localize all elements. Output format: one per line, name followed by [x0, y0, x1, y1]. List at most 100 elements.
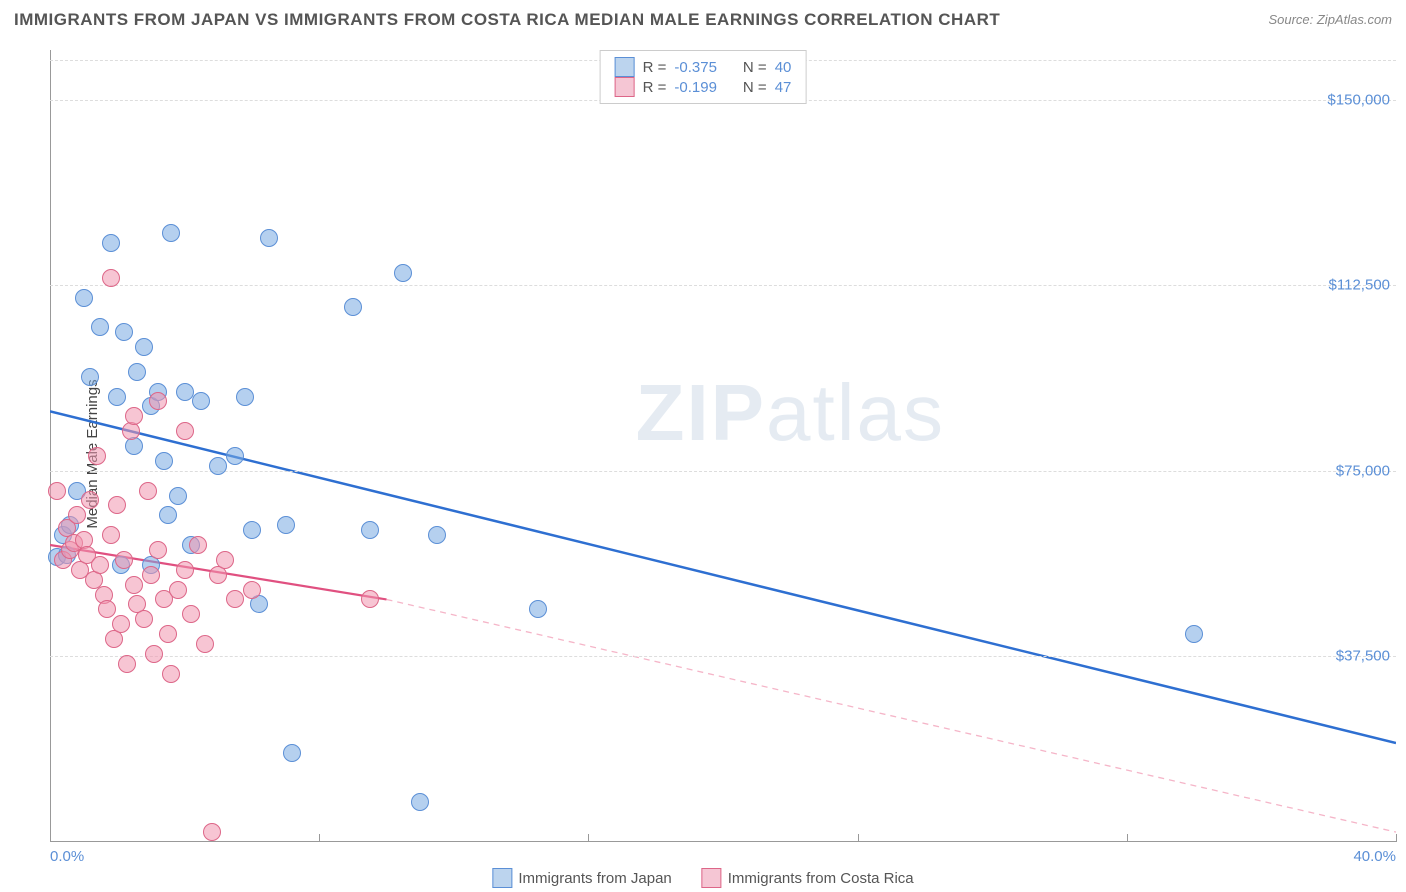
legend-row-costa_rica: R = -0.199 N = 47: [615, 77, 792, 97]
data-point-costa_rica: [91, 556, 109, 574]
data-point-costa_rica: [102, 526, 120, 544]
r-label: R =: [643, 59, 667, 76]
data-point-costa_rica: [102, 269, 120, 287]
data-point-japan: [81, 368, 99, 386]
data-point-japan: [115, 323, 133, 341]
data-point-costa_rica: [149, 541, 167, 559]
r-value: -0.375: [674, 59, 717, 76]
data-point-japan: [176, 383, 194, 401]
x-tick: [1127, 834, 1128, 842]
data-point-japan: [91, 318, 109, 336]
legend-swatch: [615, 57, 635, 77]
data-point-japan: [1185, 625, 1203, 643]
x-tick: [588, 834, 589, 842]
data-point-japan: [260, 229, 278, 247]
data-point-japan: [277, 516, 295, 534]
data-point-japan: [128, 363, 146, 381]
data-point-japan: [162, 224, 180, 242]
data-point-costa_rica: [176, 561, 194, 579]
data-point-japan: [394, 264, 412, 282]
data-point-costa_rica: [98, 600, 116, 618]
n-label: N =: [743, 79, 767, 96]
data-point-costa_rica: [88, 447, 106, 465]
data-point-japan: [344, 298, 362, 316]
data-point-costa_rica: [115, 551, 133, 569]
data-point-costa_rica: [145, 645, 163, 663]
legend-swatch: [615, 77, 635, 97]
data-point-japan: [411, 793, 429, 811]
data-point-costa_rica: [118, 655, 136, 673]
n-value: 47: [775, 79, 792, 96]
data-point-costa_rica: [125, 576, 143, 594]
y-tick-label: $112,500: [1329, 277, 1390, 294]
series-label: Immigrants from Japan: [518, 870, 671, 887]
data-point-costa_rica: [125, 407, 143, 425]
x-axis-min-label: 0.0%: [50, 848, 84, 865]
chart-container: IMMIGRANTS FROM JAPAN VS IMMIGRANTS FROM…: [0, 0, 1406, 892]
data-point-costa_rica: [226, 590, 244, 608]
data-point-japan: [155, 452, 173, 470]
data-point-costa_rica: [189, 536, 207, 554]
x-axis-line: [50, 841, 1396, 842]
data-point-japan: [75, 289, 93, 307]
data-point-japan: [135, 338, 153, 356]
y-tick-label: $37,500: [1336, 648, 1390, 665]
data-point-costa_rica: [142, 566, 160, 584]
data-point-costa_rica: [108, 496, 126, 514]
data-point-costa_rica: [361, 590, 379, 608]
data-point-japan: [361, 521, 379, 539]
n-label: N =: [743, 59, 767, 76]
x-tick: [50, 834, 51, 842]
data-point-costa_rica: [243, 581, 261, 599]
data-point-costa_rica: [68, 506, 86, 524]
legend-row-japan: R = -0.375 N = 40: [615, 57, 792, 77]
x-tick: [319, 834, 320, 842]
series-label: Immigrants from Costa Rica: [728, 870, 914, 887]
data-point-costa_rica: [203, 823, 221, 841]
data-point-japan: [159, 506, 177, 524]
gridline: [50, 285, 1396, 286]
data-point-japan: [236, 388, 254, 406]
series-legend: Immigrants from Japan Immigrants from Cos…: [492, 868, 913, 888]
data-point-japan: [283, 744, 301, 762]
data-point-costa_rica: [81, 491, 99, 509]
data-point-japan: [169, 487, 187, 505]
n-value: 40: [775, 59, 792, 76]
plot-area: ZIPatlas Median Male Earnings 0.0% 40.0%…: [50, 50, 1396, 857]
data-point-costa_rica: [196, 635, 214, 653]
x-tick: [858, 834, 859, 842]
y-axis-line: [50, 50, 51, 842]
y-tick-label: $75,000: [1336, 462, 1390, 479]
data-point-japan: [102, 234, 120, 252]
data-point-japan: [243, 521, 261, 539]
data-point-costa_rica: [176, 422, 194, 440]
gridline: [50, 471, 1396, 472]
r-label: R =: [643, 79, 667, 96]
data-point-japan: [428, 526, 446, 544]
legend-swatch: [492, 868, 512, 888]
data-point-costa_rica: [169, 581, 187, 599]
correlation-legend: R = -0.375 N = 40 R = -0.199 N = 47: [600, 50, 807, 104]
data-point-costa_rica: [216, 551, 234, 569]
trend-lines: [50, 50, 1396, 857]
data-point-japan: [529, 600, 547, 618]
legend-swatch: [702, 868, 722, 888]
chart-title: IMMIGRANTS FROM JAPAN VS IMMIGRANTS FROM…: [14, 10, 1000, 30]
data-point-costa_rica: [139, 482, 157, 500]
source-label: Source: ZipAtlas.com: [1268, 12, 1392, 27]
data-point-costa_rica: [149, 392, 167, 410]
data-point-costa_rica: [112, 615, 130, 633]
r-value: -0.199: [674, 79, 717, 96]
gridline: [50, 656, 1396, 657]
x-axis-max-label: 40.0%: [1353, 848, 1396, 865]
data-point-japan: [226, 447, 244, 465]
series-legend-item-costa_rica: Immigrants from Costa Rica: [702, 868, 914, 888]
data-point-costa_rica: [48, 482, 66, 500]
series-legend-item-japan: Immigrants from Japan: [492, 868, 671, 888]
data-point-costa_rica: [182, 605, 200, 623]
data-point-costa_rica: [162, 665, 180, 683]
data-point-japan: [108, 388, 126, 406]
x-tick: [1396, 834, 1397, 842]
data-point-japan: [209, 457, 227, 475]
data-point-costa_rica: [135, 610, 153, 628]
